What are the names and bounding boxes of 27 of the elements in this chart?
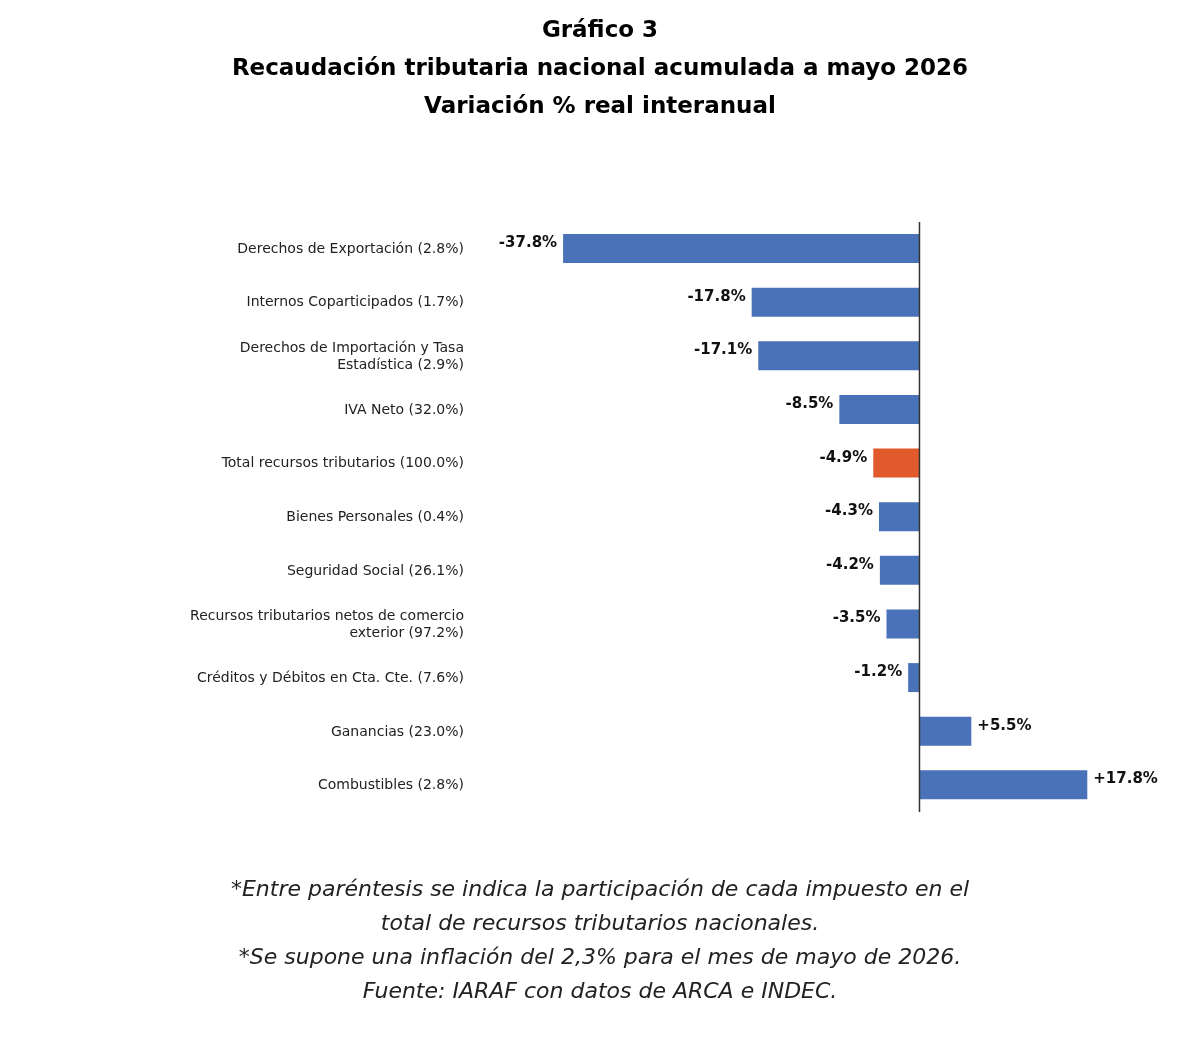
- text: *Entre paréntesis se indica la participación de cada impuesto en el total de recursos tributarios nacionales.: [229, 875, 971, 937]
- y-tick-label: Ganancias (23.0%): [330, 722, 464, 739]
- data-label: -8.5%: [785, 393, 834, 412]
- y-tick-label: IVA Neto (32.0%): [344, 400, 464, 417]
- data-label: -3.5%: [832, 608, 881, 627]
- y-tick-label: Total recursos tributarios (100.0%): [220, 454, 464, 471]
- text: *Se supone una inflación del 2,3% para el mes de mayo de 2026.: [237, 943, 963, 971]
- data-label: +5.5%: [977, 715, 1032, 734]
- data-label: -4.2%: [826, 554, 874, 573]
- y-tick-label: Créditos y Débitos en Cta. Cte. (7.6%): [196, 668, 464, 685]
- y-tick-label: Derechos de Exportación (2.8%): [237, 239, 464, 256]
- data-label: +17.8%: [1093, 769, 1158, 788]
- data-label: -17.8%: [687, 286, 746, 305]
- data-label: -4.9%: [819, 447, 868, 466]
- source-note: Fuente: IARAF con datos de ARCA e INDEC.: [361, 977, 839, 1005]
- chart-subtitle: Recaudación tributaria nacional acumulada a mayo 2026 Variación % real interanual: [230, 53, 970, 120]
- data-label: -4.3%: [825, 501, 873, 520]
- y-tick-label: Bienes Personales (0.4%): [286, 508, 464, 524]
- chart-title: Gráfico 3: [540, 15, 660, 44]
- y-tick-label: Internos Coparticipados (1.7%): [246, 293, 464, 310]
- data-label: -1.2%: [854, 662, 903, 681]
- y-tick-label: Recursos tributarios netos de comercio exterior (97.2%): [190, 606, 464, 640]
- data-label: -17.1%: [694, 340, 753, 359]
- y-tick-label: Seguridad Social (26.1%): [286, 561, 464, 578]
- y-tick-label: Derechos de Importación y Tasa Estadística (2.9%): [239, 338, 464, 372]
- data-label: -37.8%: [498, 233, 558, 251]
- y-tick-label: Combustibles (2.8%): [317, 776, 464, 793]
